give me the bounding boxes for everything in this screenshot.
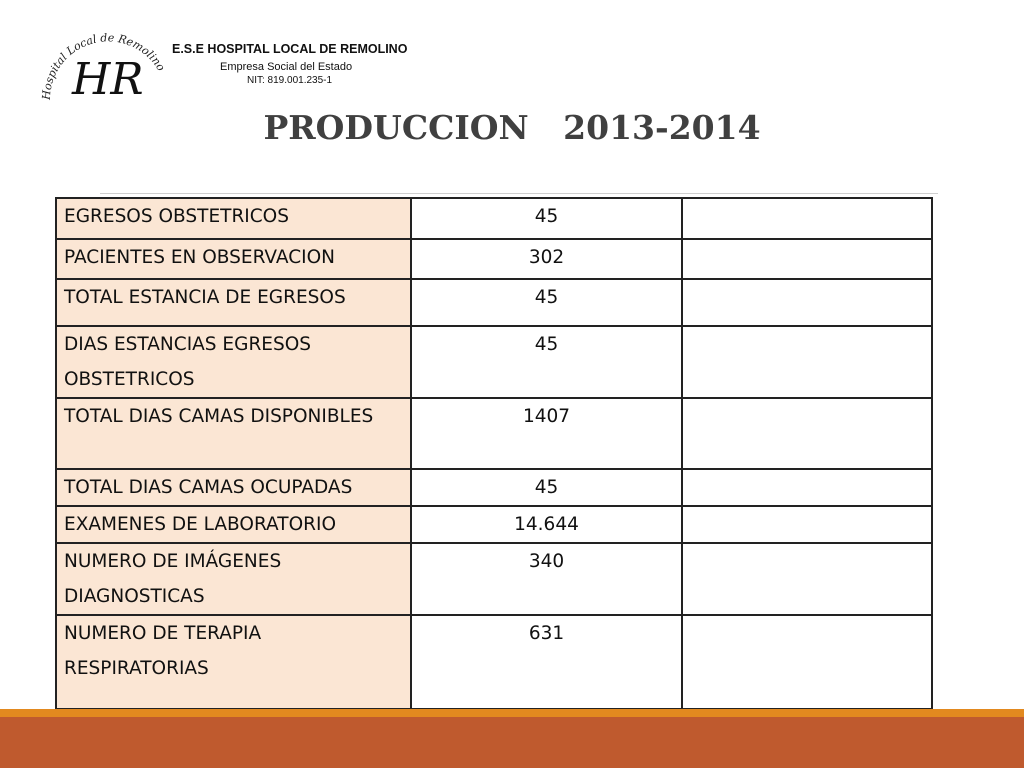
footer-bar xyxy=(0,717,1024,768)
table-row: EGRESOS OBSTETRICOS 45 xyxy=(55,197,933,240)
table-row: NUMERO DE IMÁGENES DIAGNOSTICAS 340 xyxy=(55,542,933,616)
footer-accent-bar xyxy=(0,709,1024,717)
hospital-subtitle: Empresa Social del Estado xyxy=(220,61,353,73)
row-value: 1407 xyxy=(410,397,683,470)
row-label: TOTAL DIAS CAMAS OCUPADAS xyxy=(55,468,412,507)
row-empty-cell xyxy=(681,614,933,710)
row-empty-cell xyxy=(681,468,933,507)
row-value: 45 xyxy=(410,278,683,327)
row-empty-cell xyxy=(681,197,933,240)
hospital-nit: NIT: 819.001.235-1 xyxy=(247,75,333,86)
table-row: TOTAL DIAS CAMAS DISPONIBLES 1407 xyxy=(55,397,933,470)
row-label: NUMERO DE TERAPIA RESPIRATORIAS xyxy=(55,614,412,710)
table-row: PACIENTES EN OBSERVACION 302 xyxy=(55,238,933,280)
row-empty-cell xyxy=(681,238,933,280)
table-row: TOTAL ESTANCIA DE EGRESOS 45 xyxy=(55,278,933,327)
row-value: 631 xyxy=(410,614,683,710)
row-empty-cell xyxy=(681,397,933,470)
row-value: 45 xyxy=(410,325,683,399)
table-row: NUMERO DE TERAPIA RESPIRATORIAS 631 xyxy=(55,614,933,710)
table-row: DIAS ESTANCIAS EGRESOS OBSTETRICOS 45 xyxy=(55,325,933,399)
row-empty-cell xyxy=(681,325,933,399)
hospital-name: E.S.E HOSPITAL LOCAL DE REMOLINO xyxy=(172,42,408,56)
production-table: EGRESOS OBSTETRICOS 45 PACIENTES EN OBSE… xyxy=(55,197,933,710)
seal-monogram: HR xyxy=(71,54,144,105)
row-label: TOTAL DIAS CAMAS DISPONIBLES xyxy=(55,397,412,470)
row-empty-cell xyxy=(681,505,933,544)
row-empty-cell xyxy=(681,278,933,327)
row-label: EXAMENES DE LABORATORIO xyxy=(55,505,412,544)
table-row: EXAMENES DE LABORATORIO 14.644 xyxy=(55,505,933,544)
hospital-seal-icon: Hospital Local de Remolino E.S.E. HR xyxy=(34,12,168,105)
title-divider xyxy=(100,193,938,194)
row-value: 340 xyxy=(410,542,683,616)
row-value: 45 xyxy=(410,197,683,240)
row-label: NUMERO DE IMÁGENES DIAGNOSTICAS xyxy=(55,542,412,616)
row-label: TOTAL ESTANCIA DE EGRESOS xyxy=(55,278,412,327)
row-label: PACIENTES EN OBSERVACION xyxy=(55,238,412,280)
row-value: 302 xyxy=(410,238,683,280)
page-title: PRODUCCION 2013-2014 xyxy=(263,108,761,147)
table-row: TOTAL DIAS CAMAS OCUPADAS 45 xyxy=(55,468,933,507)
row-label: DIAS ESTANCIAS EGRESOS OBSTETRICOS xyxy=(55,325,412,399)
row-value: 14.644 xyxy=(410,505,683,544)
row-value: 45 xyxy=(410,468,683,507)
hospital-logo: Hospital Local de Remolino E.S.E. HR E.S… xyxy=(30,12,450,108)
row-empty-cell xyxy=(681,542,933,616)
row-label: EGRESOS OBSTETRICOS xyxy=(55,197,412,240)
